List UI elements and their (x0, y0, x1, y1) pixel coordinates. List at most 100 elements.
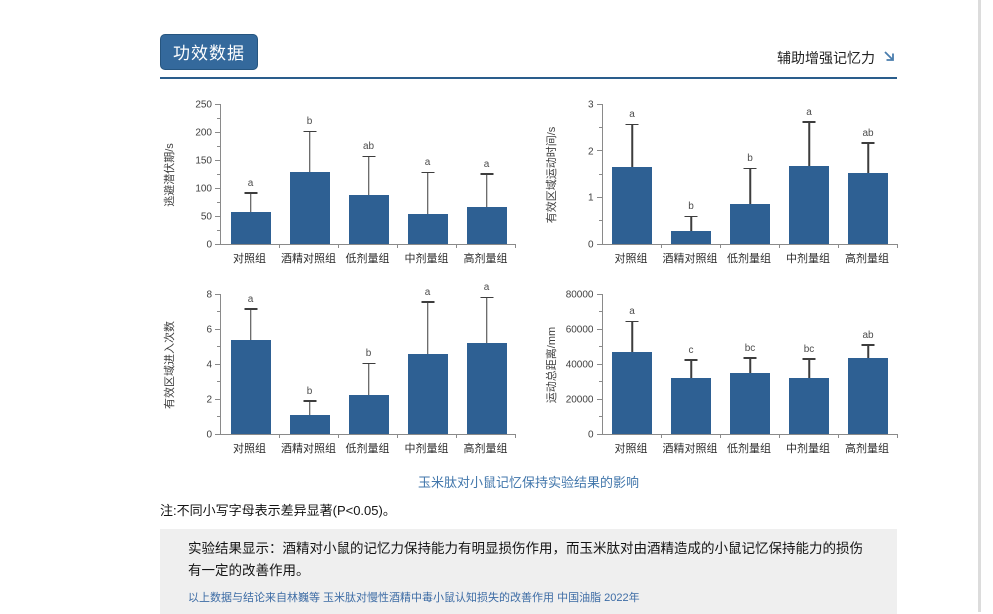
bar-chart-3: 有效区域进入次数 0 2 4 6 8 a b b a a 对照组 酒精对照组 低剂量组 中剂量组 高剂量组 (160, 283, 516, 457)
error-bar-cap (743, 357, 757, 359)
x-category-label: 低剂量组 (727, 253, 771, 265)
y-tick-label: 6 (206, 324, 212, 336)
header-right: 辅助增强记忆力 (777, 48, 897, 70)
y-major-tick (215, 363, 221, 365)
y-tick-label: 0 (206, 429, 212, 441)
bar-chart-4: 运动总距离/mm 0 20000 40000 60000 80000 a c bc bc ab 对照组… (542, 290, 898, 457)
bar-对照组 (612, 167, 652, 244)
x-category-labels: 对照组 酒精对照组 低剂量组 中剂量组 高剂量组 (220, 245, 515, 267)
error-bar-cap (303, 130, 316, 132)
y-tick-label: 60000 (565, 324, 594, 336)
x-category-labels: 对照组 酒精对照组 低剂量组 中剂量组 高剂量组 (602, 245, 897, 267)
error-bar (808, 122, 810, 166)
bar-chart-2: 有效区域运动时间/s 0 1 2 3 a b b a ab 对照组 酒精对照组 低剂量组 中剂量组 高剂量组 (542, 100, 898, 267)
sig-letter: a (247, 293, 254, 305)
error-bar-cap (861, 344, 875, 346)
x-category-label: 中剂量组 (404, 253, 449, 265)
y-tick-label: 150 (195, 155, 212, 167)
y-tick-label: 2 (206, 394, 212, 406)
error-bar-cap (743, 167, 757, 170)
x-category-label: 中剂量组 (404, 443, 449, 455)
x-boundary-tick (279, 434, 280, 438)
error-bar (690, 217, 692, 231)
significance-note: 注:不同小写字母表示差异显著(P<0.05)。 (160, 503, 396, 518)
x-boundary-tick (338, 434, 339, 438)
y-major-tick (215, 328, 221, 330)
y-minor-tick (217, 229, 221, 231)
x-boundary-tick (660, 244, 662, 248)
plot-area: a c bc bc ab (596, 293, 898, 438)
x-boundary-tick (456, 434, 457, 438)
x-boundary-tick (719, 434, 721, 438)
x-category-label: 对照组 (233, 443, 266, 455)
sig-letter: bc (803, 343, 815, 355)
x-boundary-tick (837, 434, 839, 438)
y-major-tick (215, 159, 221, 161)
error-bar (749, 358, 751, 373)
sig-letter: b (688, 201, 694, 213)
error-bar (485, 174, 488, 208)
x-category-labels: 对照组 酒精对照组 低剂量组 中剂量组 高剂量组 (602, 435, 897, 457)
error-bar (308, 401, 311, 415)
y-major-tick (596, 433, 603, 435)
x-category-label: 对照组 (233, 253, 266, 265)
error-bar-cap (244, 308, 257, 310)
bar-高剂量组 (848, 173, 888, 244)
sig-letter: a (424, 157, 431, 169)
sig-letter: a (629, 109, 635, 120)
sig-letter: a (483, 158, 490, 170)
sig-letter: b (306, 385, 313, 397)
error-bar-cap (303, 400, 316, 402)
header: 功效数据 辅助增强记忆力 (160, 34, 897, 70)
y-axis-label: 逃避潜伏期/s (164, 143, 176, 207)
error-bar-cap (362, 155, 375, 158)
error-bar (367, 364, 370, 395)
error-bar (690, 360, 692, 378)
y-major-tick (215, 215, 221, 217)
y-major-tick (596, 293, 603, 295)
sig-letter: b (365, 348, 372, 359)
plot-area: a b b a a (215, 283, 516, 438)
page-edge-divider (978, 0, 981, 612)
y-tick-label: 4 (206, 359, 212, 371)
y-minor-tick (217, 346, 221, 347)
sig-letter: a (424, 286, 431, 298)
x-boundary-tick (896, 244, 898, 248)
y-tick-label: 8 (206, 289, 212, 301)
x-boundary-tick (515, 244, 516, 248)
error-bar (426, 302, 429, 354)
y-axis-label-cell: 有效区域运动时间/s (542, 105, 560, 245)
x-boundary-tick (397, 244, 398, 248)
citation-text: 以上数据与结论来自林巍等 玉米肽对慢性酒精中毒小鼠认知损失的改善作用 中国油脂 … (188, 591, 640, 604)
y-minor-tick (598, 381, 603, 382)
sig-letter: a (806, 106, 812, 118)
sig-letter: ab (862, 127, 874, 139)
error-bar (867, 345, 869, 358)
sig-letter: b (747, 153, 753, 165)
plot-area: a b b a ab (596, 103, 898, 248)
error-bar (485, 298, 488, 343)
error-bar-cap (244, 192, 257, 194)
error-bar-cap (480, 173, 493, 175)
header-right-label: 辅助增强记忆力 (777, 50, 875, 66)
header-rule (160, 77, 897, 79)
y-major-tick (215, 243, 221, 245)
y-major-tick (596, 363, 603, 365)
result-summary-text: 实验结果显示：酒精对小鼠的记忆力保持能力有明显损伤作用，而玉米肽对由酒精造成的小… (188, 541, 863, 579)
y-minor-tick (217, 201, 221, 203)
bar-对照组 (612, 351, 652, 434)
y-tick-label: 1 (587, 192, 594, 204)
error-bar (249, 309, 252, 340)
bar-低剂量组 (730, 372, 770, 434)
y-minor-tick (217, 145, 221, 147)
sig-letter: c (688, 344, 694, 356)
diagonal-down-right-arrow-icon (882, 49, 897, 67)
x-boundary-tick (456, 244, 457, 248)
x-boundary-tick (719, 244, 721, 248)
x-category-label: 高剂量组 (845, 253, 889, 265)
y-minor-tick (217, 173, 221, 175)
sig-letter: a (247, 177, 254, 189)
y-minor-tick (598, 220, 603, 222)
x-boundary-tick (338, 244, 339, 248)
x-category-label: 酒精对照组 (281, 253, 336, 265)
